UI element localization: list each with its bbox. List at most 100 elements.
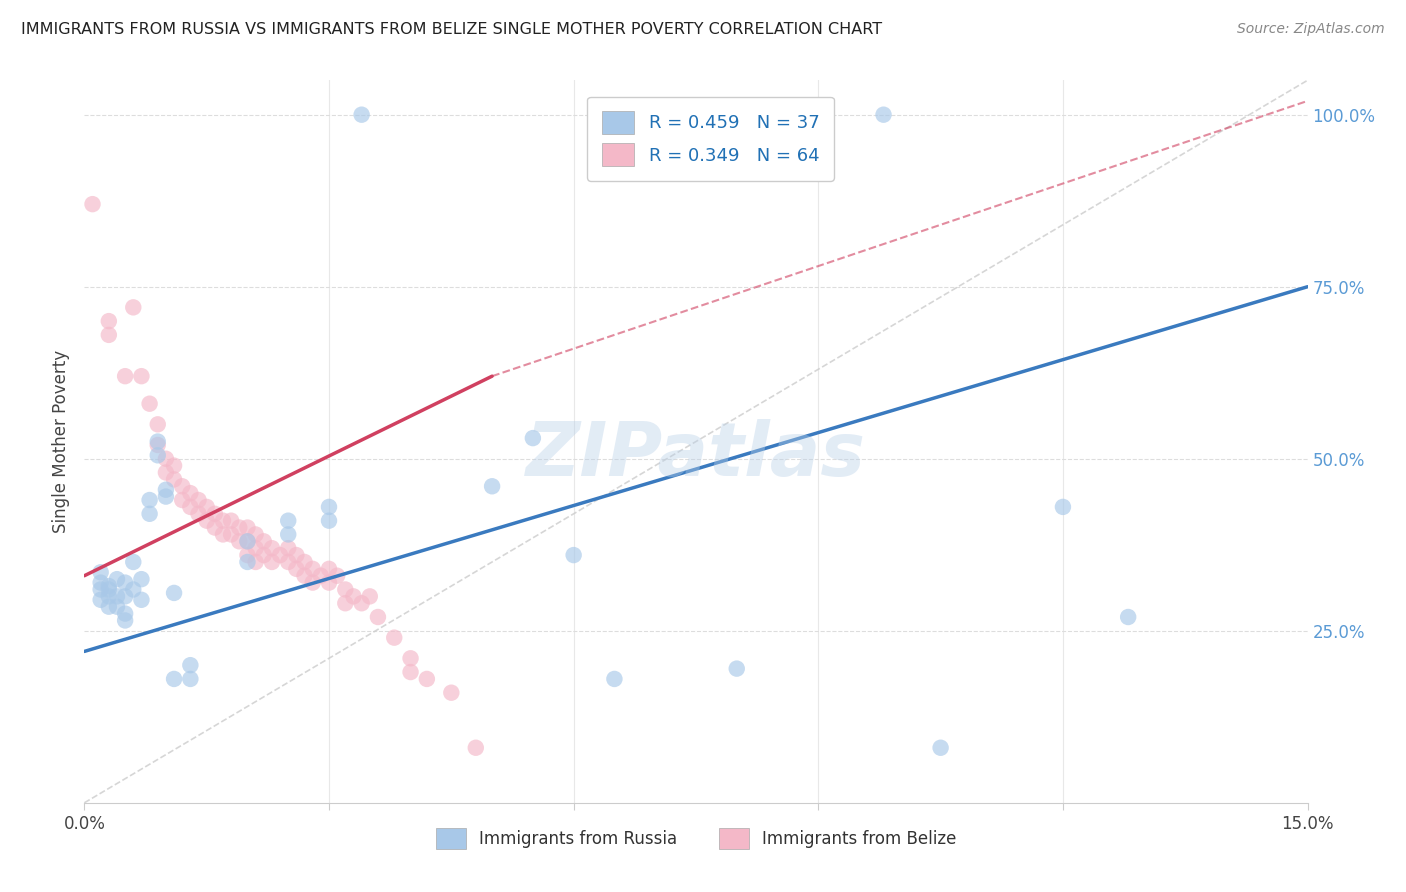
Point	[929, 740, 952, 755]
Point	[146, 434, 169, 449]
Point	[277, 541, 299, 556]
Point	[90, 582, 112, 597]
Point	[522, 431, 544, 445]
Point	[163, 586, 186, 600]
Point	[277, 555, 299, 569]
Point	[399, 651, 422, 665]
Point	[138, 507, 160, 521]
Y-axis label: Single Mother Poverty: Single Mother Poverty	[52, 350, 70, 533]
Point	[105, 599, 128, 614]
Point	[138, 493, 160, 508]
Point	[90, 566, 112, 580]
Point	[146, 438, 169, 452]
Point	[236, 555, 259, 569]
Point	[219, 514, 242, 528]
Point	[269, 548, 291, 562]
Point	[253, 534, 276, 549]
Point	[285, 548, 308, 562]
Point	[212, 514, 235, 528]
Point	[97, 599, 120, 614]
Point	[172, 479, 194, 493]
Point	[245, 527, 267, 541]
Point	[725, 662, 748, 676]
Point	[350, 108, 373, 122]
Point	[172, 493, 194, 508]
Point	[82, 197, 104, 211]
Point	[97, 582, 120, 597]
Point	[562, 548, 585, 562]
Point	[97, 327, 120, 342]
Point	[163, 458, 186, 473]
Point	[155, 451, 177, 466]
Point	[294, 568, 316, 582]
Point	[228, 520, 250, 534]
Point	[204, 507, 226, 521]
Point	[335, 582, 357, 597]
Point	[155, 466, 177, 480]
Point	[97, 314, 120, 328]
Point	[326, 568, 349, 582]
Point	[301, 562, 323, 576]
Point	[301, 575, 323, 590]
Point	[872, 108, 894, 122]
Point	[309, 568, 332, 582]
Point	[236, 534, 259, 549]
Point	[416, 672, 439, 686]
Point	[179, 486, 201, 500]
Point	[90, 592, 112, 607]
Point	[382, 631, 405, 645]
Point	[114, 614, 136, 628]
Point	[187, 493, 209, 508]
Point	[367, 610, 389, 624]
Point	[236, 520, 259, 534]
Point	[204, 520, 226, 534]
Point	[260, 555, 283, 569]
Point	[440, 686, 463, 700]
Point	[212, 527, 235, 541]
Point	[114, 607, 136, 621]
Point	[114, 369, 136, 384]
Point	[236, 534, 259, 549]
Point	[318, 500, 340, 514]
Point	[318, 575, 340, 590]
Point	[277, 527, 299, 541]
Point	[253, 548, 276, 562]
Point	[163, 472, 186, 486]
Point	[179, 500, 201, 514]
Point	[179, 672, 201, 686]
Point	[260, 541, 283, 556]
Point	[464, 740, 486, 755]
Point	[105, 590, 128, 604]
Point	[122, 582, 145, 597]
Point	[122, 301, 145, 315]
Point	[399, 665, 422, 679]
Point	[155, 483, 177, 497]
Point	[228, 534, 250, 549]
Point	[146, 448, 169, 462]
Point	[350, 596, 373, 610]
Point	[318, 514, 340, 528]
Point	[131, 592, 153, 607]
Point	[131, 369, 153, 384]
Point	[179, 658, 201, 673]
Point	[114, 590, 136, 604]
Point	[155, 490, 177, 504]
Point	[285, 562, 308, 576]
Point	[195, 514, 218, 528]
Point	[138, 397, 160, 411]
Point	[236, 548, 259, 562]
Point	[97, 579, 120, 593]
Point	[195, 500, 218, 514]
Text: Source: ZipAtlas.com: Source: ZipAtlas.com	[1237, 22, 1385, 37]
Point	[342, 590, 364, 604]
Point	[146, 417, 169, 432]
Point	[245, 541, 267, 556]
Point	[97, 590, 120, 604]
Point	[245, 555, 267, 569]
Point	[1116, 610, 1139, 624]
Point	[114, 575, 136, 590]
Point	[335, 596, 357, 610]
Point	[603, 672, 626, 686]
Text: IMMIGRANTS FROM RUSSIA VS IMMIGRANTS FROM BELIZE SINGLE MOTHER POVERTY CORRELATI: IMMIGRANTS FROM RUSSIA VS IMMIGRANTS FRO…	[21, 22, 882, 37]
Point	[90, 575, 112, 590]
